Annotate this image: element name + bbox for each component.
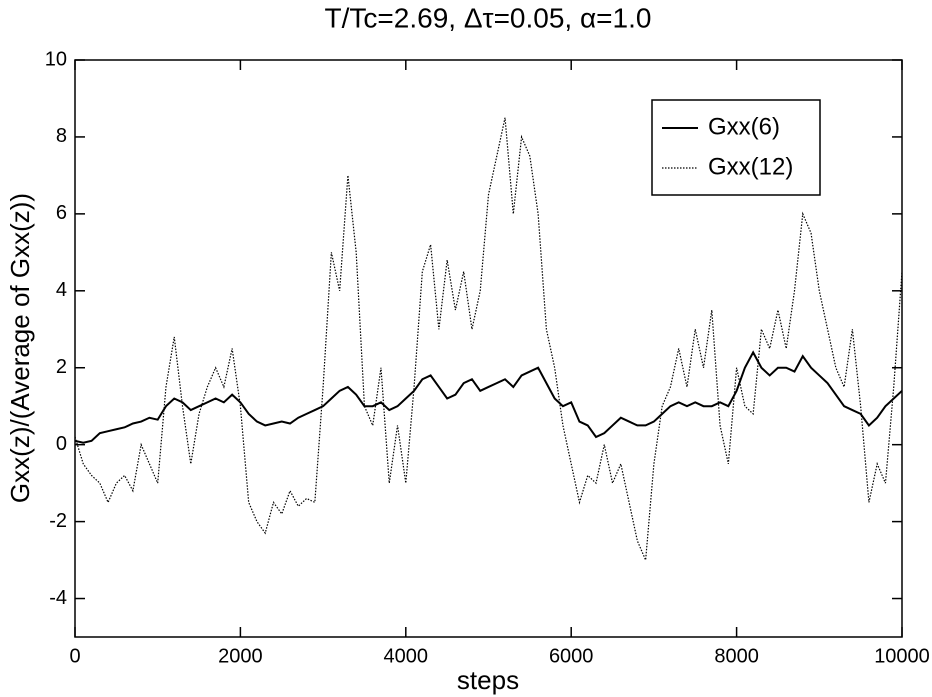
y-tick-label: -2	[49, 510, 67, 532]
x-tick-label: 10000	[874, 645, 930, 667]
series-line	[74, 117, 903, 561]
series-line	[74, 350, 903, 444]
x-tick-label: 6000	[549, 645, 594, 667]
y-tick-label: 8	[56, 125, 67, 147]
x-axis-label: steps	[457, 665, 519, 695]
plot-frame	[74, 59, 903, 638]
legend-box	[651, 99, 821, 196]
legend-label: Gxx(6)	[708, 113, 780, 140]
x-tick-label: 2000	[218, 645, 263, 667]
y-tick-label: 6	[56, 202, 67, 224]
y-tick-label: 0	[56, 433, 67, 455]
y-tick-label: -4	[49, 587, 67, 609]
y-tick-label: 2	[56, 356, 67, 378]
legend-label: Gxx(12)	[708, 153, 793, 180]
chart-title: T/Tc=2.69, Δτ=0.05, α=1.0	[325, 2, 652, 33]
y-tick-label: 4	[56, 279, 67, 301]
x-tick-label: 8000	[714, 645, 759, 667]
y-axis-label: Gxx(z)/(Average of Gxx(z))	[5, 193, 35, 503]
y-tick-label: 10	[45, 48, 67, 70]
x-tick-label: 0	[69, 645, 80, 667]
x-tick-label: 4000	[384, 645, 429, 667]
